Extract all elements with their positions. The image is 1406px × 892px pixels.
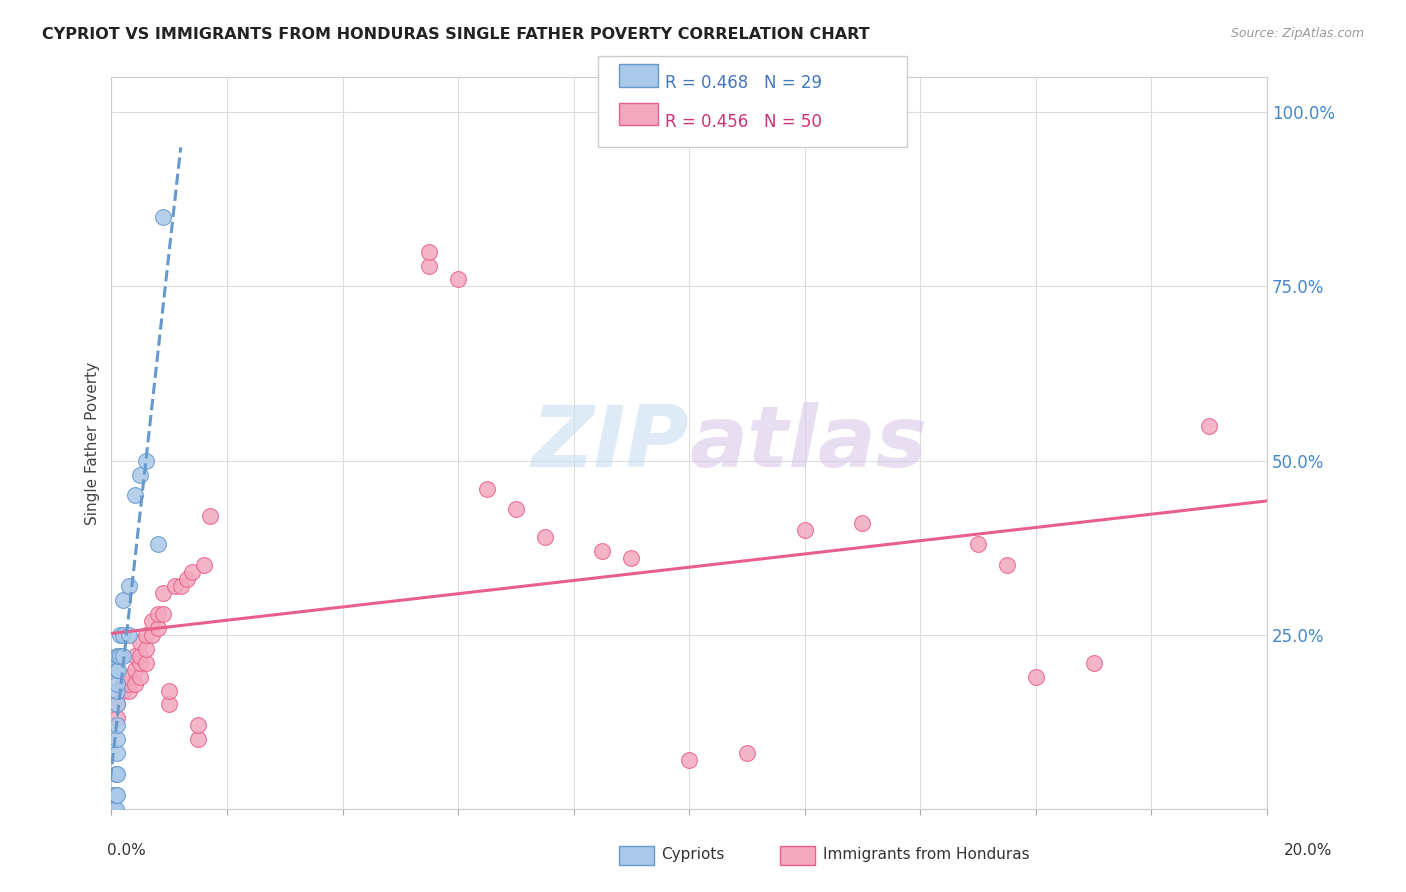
- Point: [1025, 670, 1047, 684]
- Point: [129, 634, 152, 648]
- Point: [620, 551, 643, 566]
- Point: [111, 683, 134, 698]
- Point: [105, 767, 128, 781]
- Text: CYPRIOT VS IMMIGRANTS FROM HONDURAS SINGLE FATHER POVERTY CORRELATION CHART: CYPRIOT VS IMMIGRANTS FROM HONDURAS SING…: [42, 27, 870, 42]
- Point: [475, 482, 498, 496]
- Point: [111, 628, 134, 642]
- Point: [124, 676, 146, 690]
- Point: [105, 663, 128, 677]
- Text: ZIP: ZIP: [531, 401, 689, 484]
- Point: [157, 698, 180, 712]
- Point: [135, 656, 157, 670]
- Point: [105, 648, 128, 663]
- Point: [105, 732, 128, 747]
- Point: [146, 621, 169, 635]
- Point: [146, 537, 169, 551]
- Point: [1083, 656, 1105, 670]
- Text: Cypriots: Cypriots: [661, 847, 724, 862]
- Point: [505, 502, 527, 516]
- Point: [418, 259, 440, 273]
- Point: [176, 572, 198, 586]
- Point: [533, 530, 555, 544]
- Point: [129, 656, 152, 670]
- Point: [135, 453, 157, 467]
- Point: [163, 579, 186, 593]
- Point: [129, 670, 152, 684]
- Point: [193, 558, 215, 573]
- Point: [118, 628, 141, 642]
- Point: [170, 579, 193, 593]
- Point: [141, 614, 163, 628]
- Text: R = 0.456   N = 50: R = 0.456 N = 50: [665, 113, 823, 131]
- Text: 0.0%: 0.0%: [107, 843, 146, 858]
- Point: [105, 676, 128, 690]
- Point: [735, 746, 758, 760]
- Point: [124, 663, 146, 677]
- Point: [105, 683, 128, 698]
- Point: [111, 648, 134, 663]
- Point: [103, 802, 125, 816]
- Point: [152, 210, 174, 224]
- Point: [111, 593, 134, 607]
- Text: Immigrants from Honduras: Immigrants from Honduras: [823, 847, 1029, 862]
- Point: [118, 683, 141, 698]
- Point: [107, 648, 129, 663]
- Point: [105, 698, 128, 712]
- Point: [198, 509, 221, 524]
- Point: [129, 648, 152, 663]
- Point: [418, 244, 440, 259]
- Point: [105, 802, 128, 816]
- Point: [995, 558, 1018, 573]
- Text: atlas: atlas: [689, 401, 928, 484]
- Point: [105, 698, 128, 712]
- Point: [678, 753, 700, 767]
- Point: [135, 641, 157, 656]
- Point: [108, 648, 131, 663]
- Point: [105, 746, 128, 760]
- Point: [157, 683, 180, 698]
- Point: [967, 537, 990, 551]
- Point: [111, 676, 134, 690]
- Point: [793, 524, 815, 538]
- Point: [592, 544, 614, 558]
- Point: [105, 788, 128, 802]
- Text: Source: ZipAtlas.com: Source: ZipAtlas.com: [1230, 27, 1364, 40]
- Point: [146, 607, 169, 621]
- Point: [141, 628, 163, 642]
- Point: [129, 467, 152, 482]
- Point: [135, 628, 157, 642]
- Point: [118, 579, 141, 593]
- Point: [107, 663, 129, 677]
- Point: [124, 488, 146, 502]
- Point: [105, 788, 128, 802]
- Point: [108, 628, 131, 642]
- Point: [152, 586, 174, 600]
- Text: 20.0%: 20.0%: [1284, 843, 1331, 858]
- Point: [105, 711, 128, 725]
- Text: R = 0.468   N = 29: R = 0.468 N = 29: [665, 74, 823, 92]
- Point: [187, 732, 209, 747]
- Point: [851, 516, 873, 531]
- Y-axis label: Single Father Poverty: Single Father Poverty: [86, 361, 100, 524]
- Point: [105, 767, 128, 781]
- Point: [447, 272, 470, 286]
- Point: [105, 718, 128, 732]
- Point: [103, 788, 125, 802]
- Point: [118, 676, 141, 690]
- Point: [152, 607, 174, 621]
- Point: [181, 565, 204, 579]
- Point: [1198, 418, 1220, 433]
- Point: [124, 648, 146, 663]
- Point: [118, 670, 141, 684]
- Point: [187, 718, 209, 732]
